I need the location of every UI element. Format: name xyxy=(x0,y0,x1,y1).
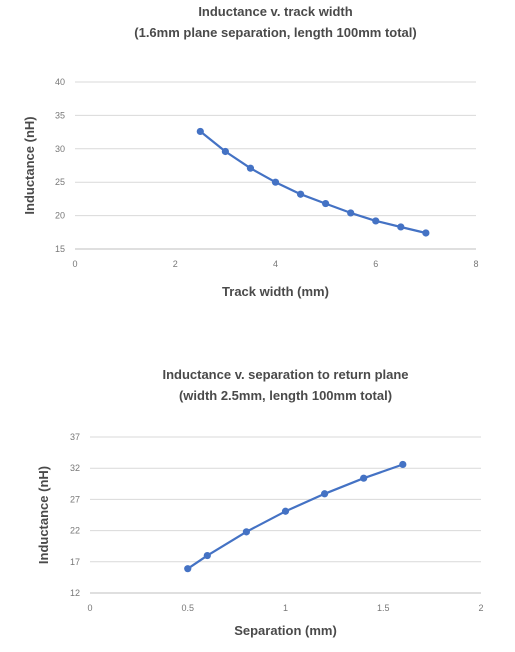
data-point xyxy=(347,209,355,217)
data-point xyxy=(221,147,229,156)
data-point xyxy=(196,127,204,136)
y-tick-label: 37 xyxy=(70,432,80,442)
y-tick-label: 22 xyxy=(70,526,80,536)
series-line xyxy=(187,463,404,570)
y-tick-label: 15 xyxy=(55,244,65,254)
chart-title-line-1: Inductance v. track width xyxy=(198,4,352,19)
y-tick-label: 32 xyxy=(70,463,80,473)
y-tick-label: 27 xyxy=(70,494,80,504)
data-point xyxy=(360,474,368,482)
y-tick-label: 30 xyxy=(55,144,65,154)
x-tick-label: 2 xyxy=(173,259,178,269)
x-tick-label: 2 xyxy=(478,603,483,613)
chart-inductance-vs-track-width: Inductance v. track width (1.6mm plane se… xyxy=(22,4,479,299)
data-point xyxy=(372,217,380,225)
x-tick-label: 0 xyxy=(72,259,77,269)
series-line xyxy=(199,130,427,235)
x-tick-label: 0.5 xyxy=(181,603,194,613)
y-tick-label: 40 xyxy=(55,77,65,87)
data-point xyxy=(281,507,290,515)
data-point xyxy=(271,178,280,186)
chart-inductance-vs-separation: Inductance v. separation to return plane… xyxy=(36,367,484,638)
y-axis-label: Inductance (nH) xyxy=(36,466,51,564)
data-point xyxy=(399,460,407,469)
x-tick-label: 4 xyxy=(273,259,278,269)
chart-title-line-1: Inductance v. separation to return plane xyxy=(162,367,408,382)
y-tick-label: 35 xyxy=(55,110,65,120)
y-axis-label: Inductance (nH) xyxy=(22,116,37,214)
data-point xyxy=(296,190,305,198)
data-point xyxy=(397,223,405,231)
y-tick-label: 17 xyxy=(70,557,80,567)
data-point xyxy=(246,164,255,172)
y-tick-label: 25 xyxy=(55,177,65,187)
x-tick-label: 0 xyxy=(87,603,92,613)
y-tick-label: 20 xyxy=(55,211,65,221)
data-point xyxy=(242,528,250,536)
data-point xyxy=(184,565,192,573)
data-point xyxy=(422,229,430,237)
y-tick-label: 12 xyxy=(70,588,80,598)
chart-title-line-2: (1.6mm plane separation, length 100mm to… xyxy=(134,25,416,40)
x-axis-label: Separation (mm) xyxy=(234,623,337,638)
x-axis-label: Track width (mm) xyxy=(222,284,329,299)
x-tick-label: 1 xyxy=(283,603,288,613)
x-tick-label: 1.5 xyxy=(377,603,390,613)
x-tick-label: 8 xyxy=(473,259,478,269)
chart-title-line-2: (width 2.5mm, length 100mm total) xyxy=(179,388,392,403)
x-tick-label: 6 xyxy=(373,259,378,269)
data-point xyxy=(321,490,329,498)
data-point xyxy=(203,551,211,560)
data-point xyxy=(322,199,330,208)
